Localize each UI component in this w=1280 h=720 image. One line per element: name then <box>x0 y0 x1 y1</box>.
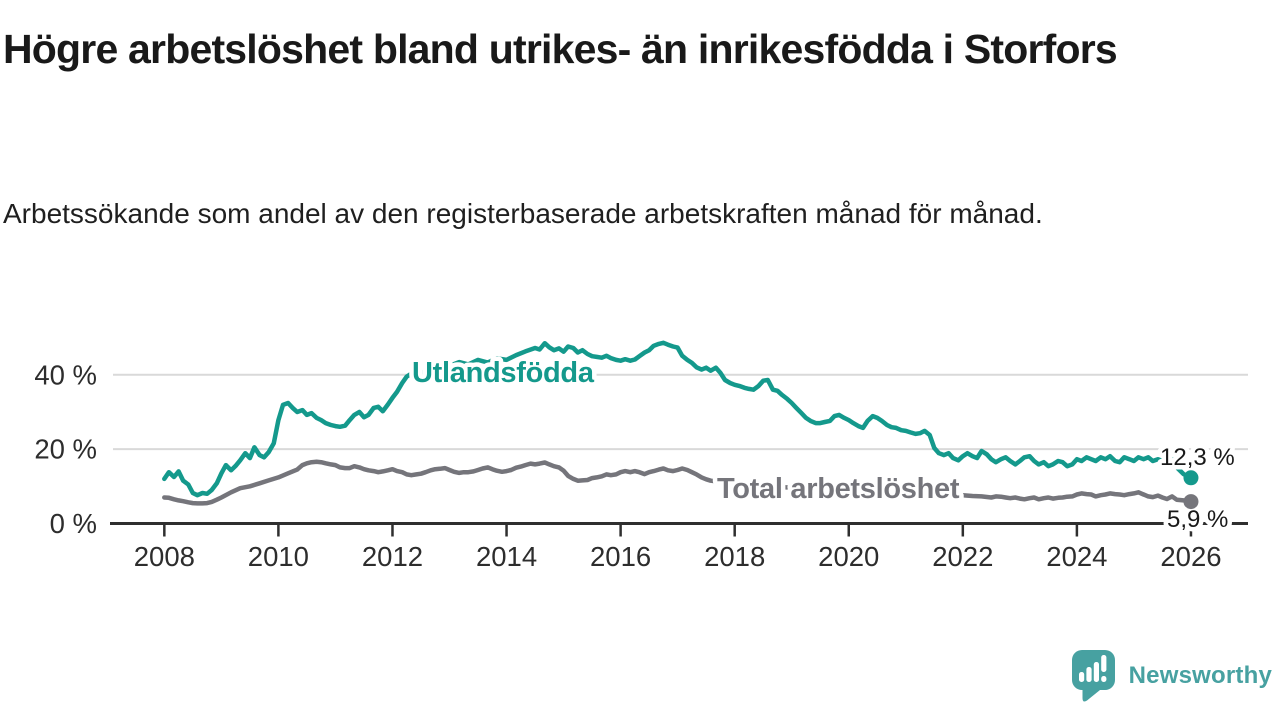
x-tick-label-2012: 2012 <box>362 541 423 572</box>
speech-bubble-shape <box>1071 650 1115 702</box>
series-label-utlandsfodda: Utlandsfödda <box>412 357 595 389</box>
y-tick-label-0-percent: 0 % <box>50 508 97 539</box>
x-tick-label-2008: 2008 <box>134 541 195 572</box>
x-tick-label-2024: 2024 <box>1046 541 1107 572</box>
newsworthy-logo-text: Newsworthy <box>1128 662 1272 689</box>
x-tick-label-2014: 2014 <box>476 541 537 572</box>
newsworthy-logo: Newsworthy <box>1070 648 1272 704</box>
series-line-utlandsfodda <box>162 340 1194 498</box>
subtitle: Arbetssökande som andel av den registerb… <box>3 198 1043 229</box>
x-tick-label-2018: 2018 <box>704 541 765 572</box>
series-label-total: Total arbetslöshet <box>717 473 960 505</box>
x-tick-label-2020: 2020 <box>818 541 879 572</box>
end-value-label-utlandsfodda: 12,3 % <box>1160 444 1235 471</box>
series-line-total <box>162 459 1194 506</box>
y-tick-label-20-percent: 20 % <box>34 434 97 465</box>
page-title: Högre arbetslöshet bland utrikes- än inr… <box>3 26 1118 72</box>
end-dot-total <box>1183 494 1199 510</box>
newsworthy-speech-bubble-bar-chart-icon <box>1071 650 1115 702</box>
bar-chart-glyph <box>1078 655 1107 682</box>
x-tick-label-2016: 2016 <box>590 541 651 572</box>
x-tick-label-2026: 2026 <box>1160 541 1221 572</box>
end-value-label-total: 5,9 % <box>1167 506 1228 533</box>
x-tick-label-2022: 2022 <box>932 541 993 572</box>
x-tick-label-2010: 2010 <box>248 541 309 572</box>
end-dot-utlandsfodda <box>1183 470 1199 486</box>
y-tick-label-40-percent: 40 % <box>34 359 97 390</box>
